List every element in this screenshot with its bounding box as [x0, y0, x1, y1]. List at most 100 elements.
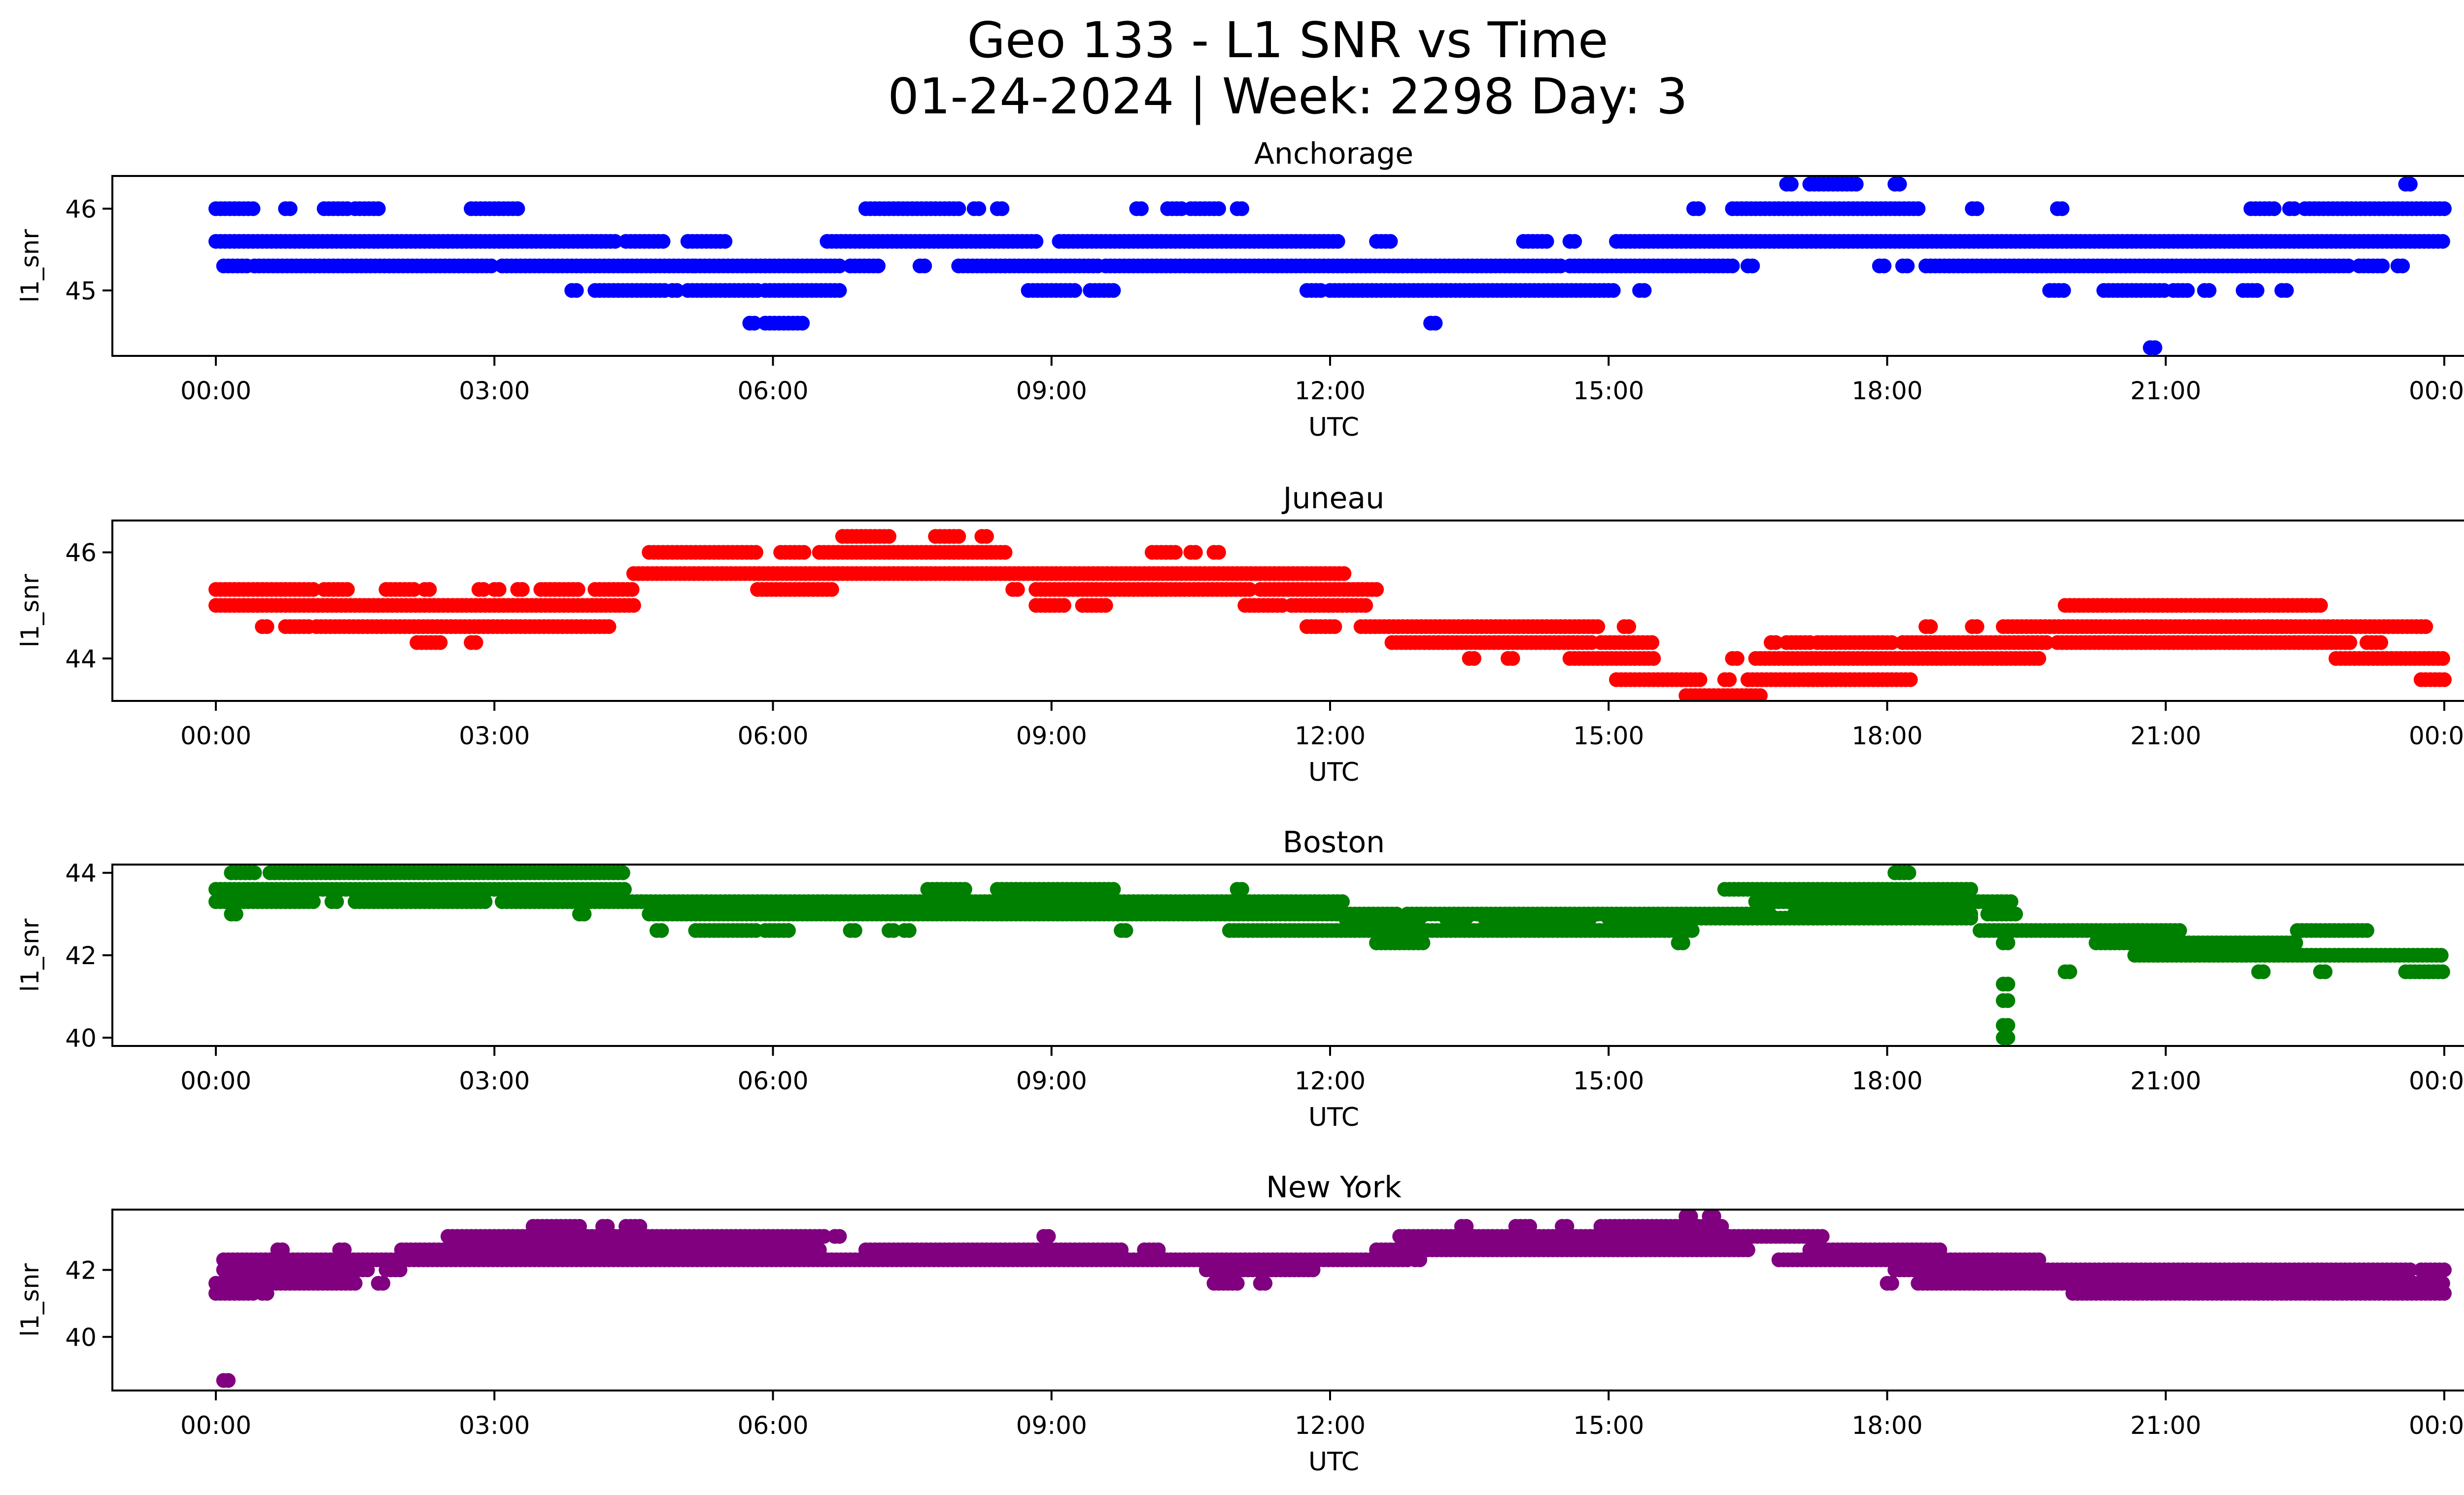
- anchorage-xlabel: UTC: [1308, 413, 1359, 442]
- anchorage-point-run: [1802, 176, 1864, 192]
- anchorage-point-run: [1129, 201, 1149, 216]
- anchorage-point-run: [1423, 315, 1443, 331]
- anchorage-point: [917, 258, 932, 274]
- anchorage-point: [1330, 234, 1345, 249]
- anchorage-point-run: [1686, 201, 1706, 216]
- anchorage-point: [1725, 258, 1740, 274]
- anchorage-point: [1211, 201, 1226, 216]
- anchorage-point-run: [2166, 283, 2195, 298]
- anchorage-point: [1383, 234, 1398, 249]
- anchorage-point-run: [912, 258, 932, 274]
- anchorage-point: [1606, 283, 1621, 298]
- anchorage-point: [1911, 201, 1926, 216]
- anchorage-point-run: [1725, 201, 1926, 216]
- anchorage-point: [1133, 201, 1149, 216]
- anchorage-xtick-label: 03:00: [459, 377, 530, 405]
- anchorage-point: [2054, 201, 2070, 216]
- anchorage-point-run: [1369, 234, 1398, 249]
- anchorage-point: [1637, 283, 1652, 298]
- anchorage-point-run: [1918, 258, 2356, 274]
- anchorage-point: [795, 315, 810, 331]
- figure-title-line1: Geo 133 - L1 SNR vs Time: [967, 11, 1608, 69]
- anchorage-point: [245, 201, 261, 216]
- anchorage-point-run: [2096, 283, 2172, 298]
- anchorage-point: [2279, 283, 2294, 298]
- anchorage-point-run: [2390, 258, 2410, 274]
- anchorage-point-run: [1052, 234, 1345, 249]
- anchorage-point-run: [2352, 258, 2390, 274]
- anchorage-point: [871, 258, 886, 274]
- anchorage-point: [1234, 201, 1249, 216]
- anchorage-point-run: [858, 201, 966, 216]
- anchorage-point-run: [843, 258, 886, 274]
- anchorage-point: [655, 234, 671, 249]
- anchorage-xtick-label: 00:00: [180, 377, 251, 405]
- anchorage-point-run: [1516, 234, 1554, 249]
- figure-title-line2: 01-24-2024 | Week: 2298 Day: 3: [888, 68, 1688, 125]
- anchorage-point-run: [1562, 258, 1740, 274]
- anchorage-point: [1428, 315, 1443, 331]
- anchorage-point: [510, 201, 525, 216]
- anchorage-point: [1783, 176, 1799, 192]
- anchorage-point: [282, 201, 298, 216]
- anchorage-point-run: [2050, 201, 2070, 216]
- anchorage-point: [2250, 283, 2264, 298]
- anchorage-point: [1892, 176, 1907, 192]
- anchorage-point-run: [464, 201, 525, 216]
- anchorage-points: [208, 176, 2452, 355]
- anchorage-point: [994, 201, 1010, 216]
- anchorage-point: [1028, 234, 1044, 249]
- anchorage-xtick-label: 21:00: [2130, 377, 2201, 405]
- anchorage-point: [2437, 201, 2452, 216]
- anchorage-point-run: [680, 283, 765, 298]
- anchorage-point-run: [1230, 201, 1249, 216]
- anchorage-point: [718, 234, 733, 249]
- anchorage-point: [2395, 258, 2410, 274]
- anchorage-point-run: [587, 283, 672, 298]
- anchorage-xtick-label: 12:00: [1295, 377, 1366, 405]
- anchorage-xtick-label: 18:00: [1851, 377, 1922, 405]
- anchorage-point: [1567, 234, 1582, 249]
- anchorage-point: [2147, 340, 2162, 355]
- anchorage-point: [2287, 201, 2302, 216]
- anchorage-ytick-label: 46: [65, 195, 97, 223]
- anchorage-point-run: [208, 234, 623, 249]
- anchorage-point-run: [208, 201, 261, 216]
- anchorage-point-run: [1183, 201, 1226, 216]
- anchorage-point: [971, 201, 987, 216]
- anchorage-xtick-label: 09:00: [1016, 377, 1087, 405]
- anchorage-point-run: [2197, 283, 2217, 298]
- anchorage-point-run: [680, 234, 733, 249]
- anchorage-point-run: [1887, 176, 1907, 192]
- anchorage-point-run: [2243, 201, 2282, 216]
- anchorage-point-run: [2297, 201, 2452, 216]
- anchorage-point: [1900, 258, 1915, 274]
- anchorage-point-run: [1965, 201, 1985, 216]
- anchorage-point: [371, 201, 386, 216]
- anchorage-point-run: [951, 258, 1105, 274]
- anchorage-point: [1745, 258, 1760, 274]
- anchorage-point-run: [278, 201, 298, 216]
- anchorage-point: [2180, 283, 2195, 298]
- anchorage-point: [1106, 283, 1121, 298]
- anchorage-point: [2375, 258, 2390, 274]
- anchorage-point-run: [1740, 258, 1760, 274]
- anchorage-point: [2402, 176, 2418, 192]
- anchorage-point-run: [1021, 283, 1082, 298]
- anchorage-point: [608, 234, 623, 249]
- anchorage-point-run: [757, 283, 847, 298]
- anchorage-point: [1848, 176, 1864, 192]
- anchorage-point: [2056, 283, 2071, 298]
- anchorage-point: [1539, 234, 1554, 249]
- anchorage-point: [1969, 201, 1985, 216]
- anchorage-point: [2435, 234, 2450, 249]
- anchorage-point-run: [2274, 283, 2294, 298]
- anchorage-point-run: [1323, 283, 1621, 298]
- anchorage-point: [832, 283, 847, 298]
- anchorage-point-run: [1562, 234, 1582, 249]
- anchorage-point-run: [495, 258, 700, 274]
- anchorage-point-run: [247, 258, 499, 274]
- anchorage-point-run: [2398, 176, 2418, 192]
- anchorage-point-run: [2282, 201, 2302, 216]
